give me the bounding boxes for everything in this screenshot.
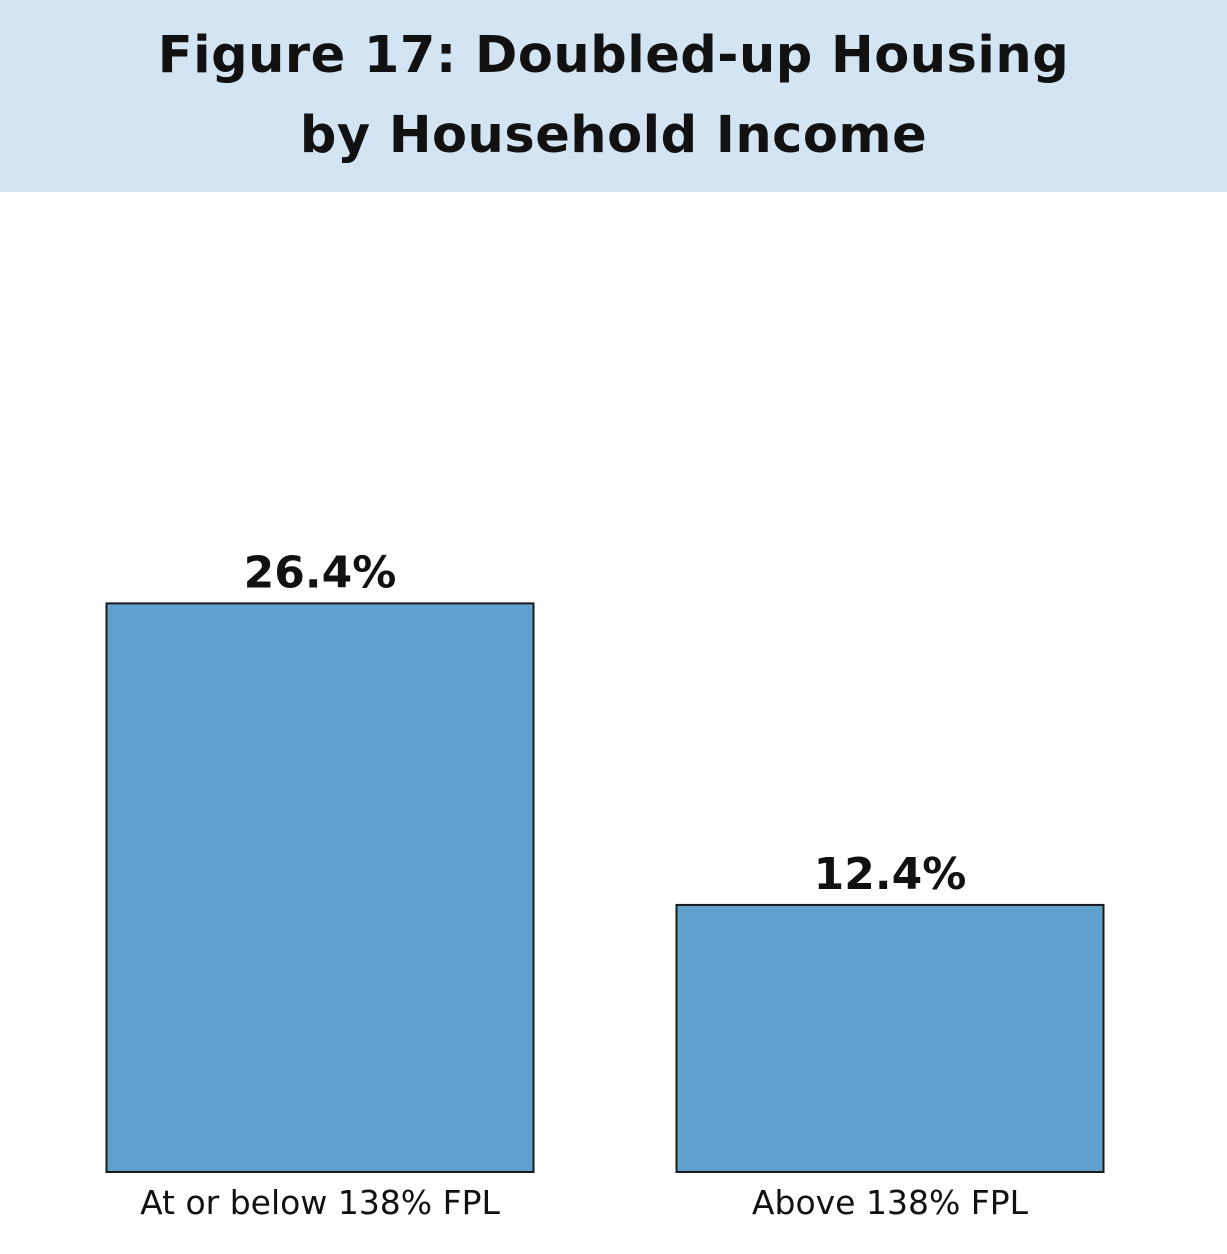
bar-group: [105, 602, 1105, 1174]
category-label: At or below 138% FPL: [140, 1183, 500, 1222]
bar-value-label: 26.4%: [244, 547, 397, 598]
data-label-group: 26.4% 12.4%: [244, 547, 967, 900]
category-label-group: At or below 138% FPL Above 138% FPL: [140, 1183, 1029, 1222]
bar: [105, 602, 535, 1173]
bar-chart: 26.4% 12.4% At or below 138% FPL Above 138…: [105, 547, 1105, 1222]
bar-value-label: 12.4%: [814, 849, 967, 900]
category-label: Above 138% FPL: [752, 1183, 1029, 1222]
chart-title-band: Figure 17: Doubled-up Housing by Househo…: [0, 0, 1227, 192]
chart-title: Figure 17: Doubled-up Housing by Househo…: [157, 26, 1070, 165]
bar: [675, 903, 1105, 1174]
